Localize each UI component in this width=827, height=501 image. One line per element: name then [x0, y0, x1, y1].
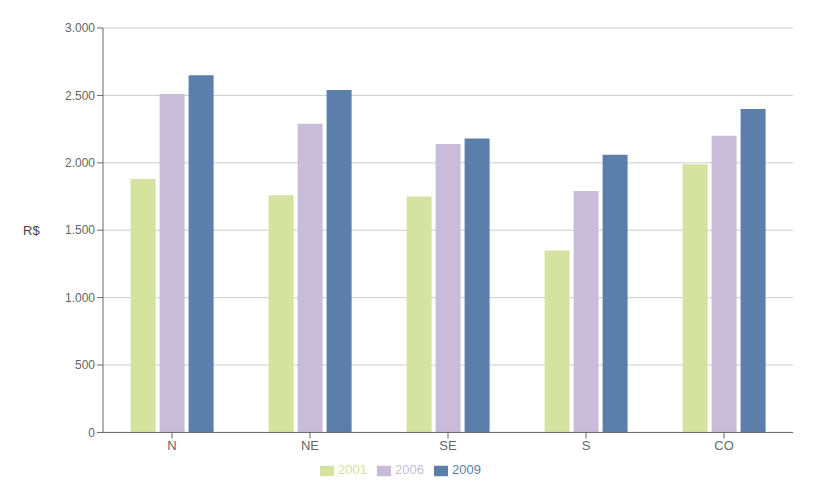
html-text:2009: 2009: [452, 462, 481, 478]
svg-text:500: 500: [75, 358, 95, 372]
svg-text:R$: R$: [23, 223, 40, 238]
svg-text:3.000: 3.000: [65, 21, 95, 35]
svg-text:2.000: 2.000: [65, 156, 95, 170]
svg-text:1.500: 1.500: [65, 223, 95, 237]
html-text:2006: 2006: [395, 462, 424, 478]
svg-text:S: S: [582, 438, 591, 453]
svg-text:NE: NE: [301, 438, 319, 453]
svg-text:0: 0: [88, 426, 95, 440]
svg-text:N: N: [167, 438, 176, 453]
html-text:2001: 2001: [338, 462, 367, 478]
svg-text:1.000: 1.000: [65, 291, 95, 305]
svg-text:CO: CO: [714, 438, 734, 453]
svg-text:2.500: 2.500: [65, 89, 95, 103]
svg-text:SE: SE: [439, 438, 457, 453]
